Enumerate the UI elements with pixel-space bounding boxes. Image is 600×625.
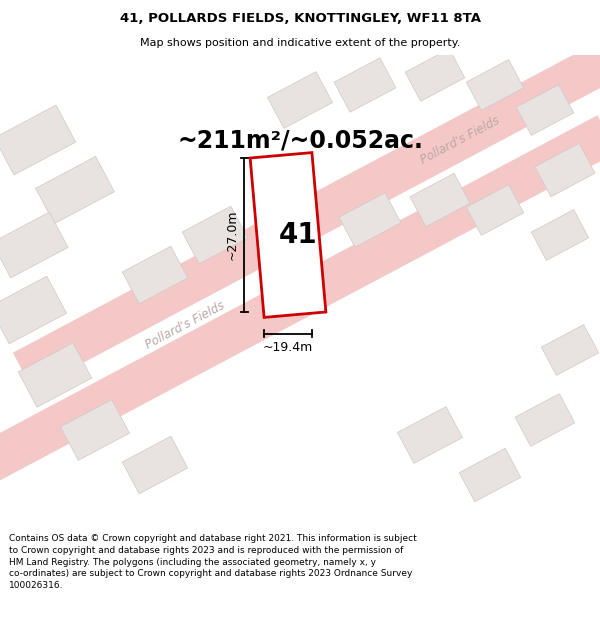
Polygon shape (410, 173, 470, 227)
Polygon shape (250, 152, 326, 318)
Polygon shape (0, 212, 68, 278)
Polygon shape (13, 0, 600, 390)
Polygon shape (398, 407, 463, 463)
Polygon shape (268, 72, 332, 128)
Polygon shape (61, 399, 130, 461)
Polygon shape (122, 436, 188, 494)
Polygon shape (466, 184, 524, 236)
Polygon shape (334, 58, 396, 112)
Text: 41, POLLARDS FIELDS, KNOTTINGLEY, WF11 8TA: 41, POLLARDS FIELDS, KNOTTINGLEY, WF11 8… (119, 12, 481, 25)
Text: 41: 41 (278, 221, 317, 249)
Polygon shape (535, 143, 595, 197)
Polygon shape (0, 115, 600, 575)
Text: Map shows position and indicative extent of the property.: Map shows position and indicative extent… (140, 39, 460, 49)
Text: ~19.4m: ~19.4m (263, 341, 313, 354)
Polygon shape (122, 246, 188, 304)
Polygon shape (459, 448, 521, 502)
Text: Pollard's Fields: Pollard's Fields (143, 299, 227, 351)
Polygon shape (405, 49, 465, 101)
Polygon shape (515, 394, 575, 446)
Polygon shape (18, 342, 92, 408)
Polygon shape (182, 206, 248, 264)
Polygon shape (35, 156, 115, 224)
Polygon shape (516, 84, 574, 136)
Polygon shape (466, 59, 524, 111)
Polygon shape (0, 105, 76, 175)
Text: Pollard's Fields: Pollard's Fields (418, 114, 502, 166)
Text: ~211m²/~0.052ac.: ~211m²/~0.052ac. (177, 128, 423, 152)
Polygon shape (339, 192, 401, 248)
Text: Contains OS data © Crown copyright and database right 2021. This information is : Contains OS data © Crown copyright and d… (9, 534, 417, 590)
Polygon shape (531, 209, 589, 261)
Polygon shape (0, 276, 67, 344)
Text: ~27.0m: ~27.0m (226, 210, 239, 260)
Polygon shape (541, 324, 599, 376)
